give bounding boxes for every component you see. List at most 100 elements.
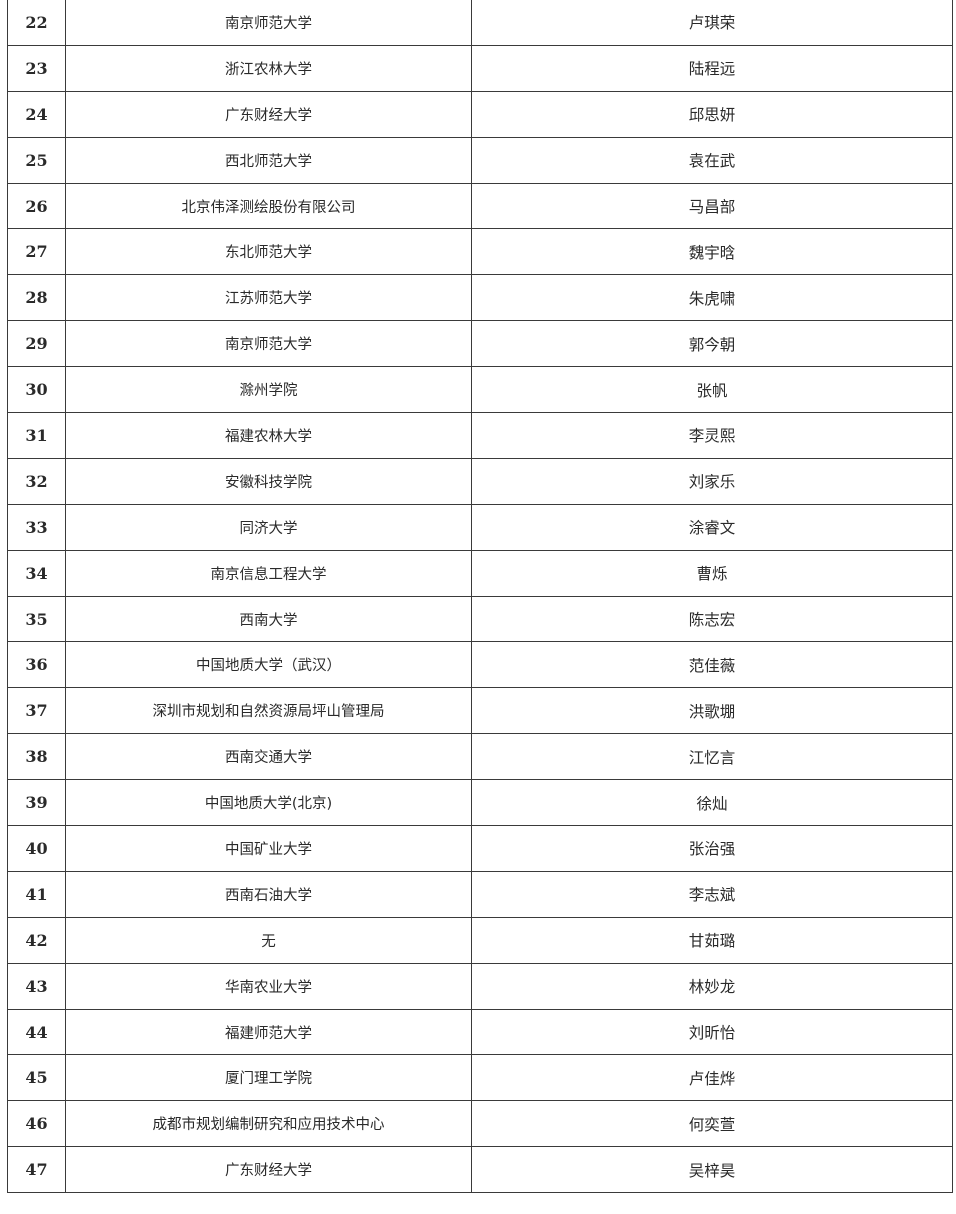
row-number: 38	[7, 733, 66, 781]
organization-cell: 广东财经大学	[65, 90, 472, 138]
organization-cell: 西南石油大学	[65, 870, 472, 918]
name-cell: 何奕萱	[471, 1100, 953, 1148]
row-number: 25	[7, 136, 66, 184]
row-number: 31	[7, 412, 66, 459]
name-cell: 刘昕怡	[471, 1008, 953, 1056]
row-number: 44	[7, 1008, 66, 1056]
name-cell: 甘茹璐	[471, 916, 953, 964]
name-cell: 陆程远	[471, 44, 953, 92]
organization-cell: 福建师范大学	[65, 1008, 472, 1056]
row-number: 27	[7, 228, 66, 276]
table-row: 46 成都市规划编制研究和应用技术中心 何奕萱	[7, 1100, 953, 1148]
name-cell: 卢佳烨	[471, 1054, 953, 1102]
organization-cell: 西南交通大学	[65, 733, 472, 781]
row-number: 45	[7, 1054, 66, 1102]
organization-cell: 福建农林大学	[65, 412, 472, 459]
table-row: 42 无甘茹璐	[7, 916, 953, 964]
organization-cell: 滁州学院	[65, 366, 472, 414]
table-body: 22 南京师范大学 卢琪荣 23 浙江农林大学 陆程远 24 广东财经大学 邱思妍 25 西北师范大…	[7, 0, 953, 1194]
table-row: 22 南京师范大学 卢琪荣	[7, 0, 953, 46]
awardee-table: 22 南京师范大学 卢琪荣 23 浙江农林大学 陆程远 24 广东财经大学 邱思妍 25 西北师范大…	[7, 0, 953, 1194]
table-row: 47 广东财经大学 吴梓昊	[7, 1146, 953, 1194]
row-number: 32	[7, 457, 66, 505]
organization-cell: 华南农业大学	[65, 962, 472, 1010]
name-cell: 曹烁	[471, 549, 953, 597]
table-row: 26 北京伟泽测绘股份有限公司 马昌部	[7, 182, 953, 230]
row-number: 37	[7, 687, 66, 735]
table-row: 45 厦门理工学院 卢佳烨	[7, 1054, 953, 1102]
row-number: 30	[7, 366, 66, 414]
name-cell: 陈志宏	[471, 595, 953, 643]
name-cell: 张帆	[471, 366, 953, 414]
name-cell: 江忆言	[471, 733, 953, 781]
table-row: 41 西南石油大学 李志斌	[7, 870, 953, 918]
organization-cell: 中国地质大学（武汉）	[65, 641, 472, 689]
table-row: 35 西南大学 陈志宏	[7, 595, 953, 643]
name-cell: 吴梓昊	[471, 1146, 953, 1194]
name-cell: 洪歌堋	[471, 687, 953, 735]
organization-cell: 安徽科技学院	[65, 457, 472, 505]
organization-cell: 深圳市规划和自然资源局坪山管理局	[65, 687, 472, 735]
row-number: 40	[7, 825, 66, 872]
table-row: 29 南京师范大学 郭今朝	[7, 320, 953, 368]
row-number: 24	[7, 90, 66, 138]
table-row: 32 安徽科技学院 刘家乐	[7, 457, 953, 505]
name-cell: 张治强	[471, 825, 953, 872]
row-number: 42	[7, 916, 66, 964]
name-cell: 涂睿文	[471, 503, 953, 551]
table-row: 27 东北师范大学 魏宇晗	[7, 228, 953, 276]
row-number: 33	[7, 503, 66, 551]
table-row: 38 西南交通大学 江忆言	[7, 733, 953, 781]
table-row: 30 滁州学院 张帆	[7, 366, 953, 414]
row-number: 29	[7, 320, 66, 368]
name-cell: 袁在武	[471, 136, 953, 184]
table-row: 34 南京信息工程大学 曹烁	[7, 549, 953, 597]
name-cell: 范佳薇	[471, 641, 953, 689]
row-number: 39	[7, 779, 66, 827]
row-number: 41	[7, 870, 66, 918]
organization-cell: 厦门理工学院	[65, 1054, 472, 1102]
name-cell: 魏宇晗	[471, 228, 953, 276]
row-number: 43	[7, 962, 66, 1010]
organization-cell: 广东财经大学	[65, 1146, 472, 1194]
table-row: 31 福建农林大学 李灵熙	[7, 412, 953, 459]
table-row: 44 福建师范大学 刘昕怡	[7, 1008, 953, 1056]
table-row: 25 西北师范大学 袁在武	[7, 136, 953, 184]
name-cell: 李灵熙	[471, 412, 953, 459]
table-row: 43 华南农业大学 林妙龙	[7, 962, 953, 1010]
name-cell: 徐灿	[471, 779, 953, 827]
organization-cell: 东北师范大学	[65, 228, 472, 276]
name-cell: 朱虎啸	[471, 274, 953, 322]
organization-cell: 南京信息工程大学	[65, 549, 472, 597]
name-cell: 卢琪荣	[471, 0, 953, 46]
row-number: 26	[7, 182, 66, 230]
organization-cell: 中国地质大学(北京)	[65, 779, 472, 827]
table-row: 33 同济大学 涂睿文	[7, 503, 953, 551]
name-cell: 林妙龙	[471, 962, 953, 1010]
table-row: 24 广东财经大学 邱思妍	[7, 90, 953, 138]
row-number: 47	[7, 1146, 66, 1194]
table-row: 40 中国矿业大学 张治强	[7, 825, 953, 872]
organization-cell: 江苏师范大学	[65, 274, 472, 322]
organization-cell: 北京伟泽测绘股份有限公司	[65, 182, 472, 230]
table-row: 36 中国地质大学（武汉） 范佳薇	[7, 641, 953, 689]
table-row: 23 浙江农林大学 陆程远	[7, 44, 953, 92]
name-cell: 邱思妍	[471, 90, 953, 138]
row-number: 35	[7, 595, 66, 643]
name-cell: 郭今朝	[471, 320, 953, 368]
row-number: 22	[7, 0, 66, 46]
name-cell: 刘家乐	[471, 457, 953, 505]
organization-cell: 成都市规划编制研究和应用技术中心	[65, 1100, 472, 1148]
organization-cell: 西南大学	[65, 595, 472, 643]
organization-cell: 浙江农林大学	[65, 44, 472, 92]
organization-cell: 南京师范大学	[65, 0, 472, 46]
organization-cell: 无	[65, 916, 472, 964]
row-number: 46	[7, 1100, 66, 1148]
row-number: 34	[7, 549, 66, 597]
organization-cell: 西北师范大学	[65, 136, 472, 184]
row-number: 28	[7, 274, 66, 322]
table-row: 28 江苏师范大学 朱虎啸	[7, 274, 953, 322]
organization-cell: 中国矿业大学	[65, 825, 472, 872]
table-row: 39 中国地质大学(北京) 徐灿	[7, 779, 953, 827]
organization-cell: 南京师范大学	[65, 320, 472, 368]
